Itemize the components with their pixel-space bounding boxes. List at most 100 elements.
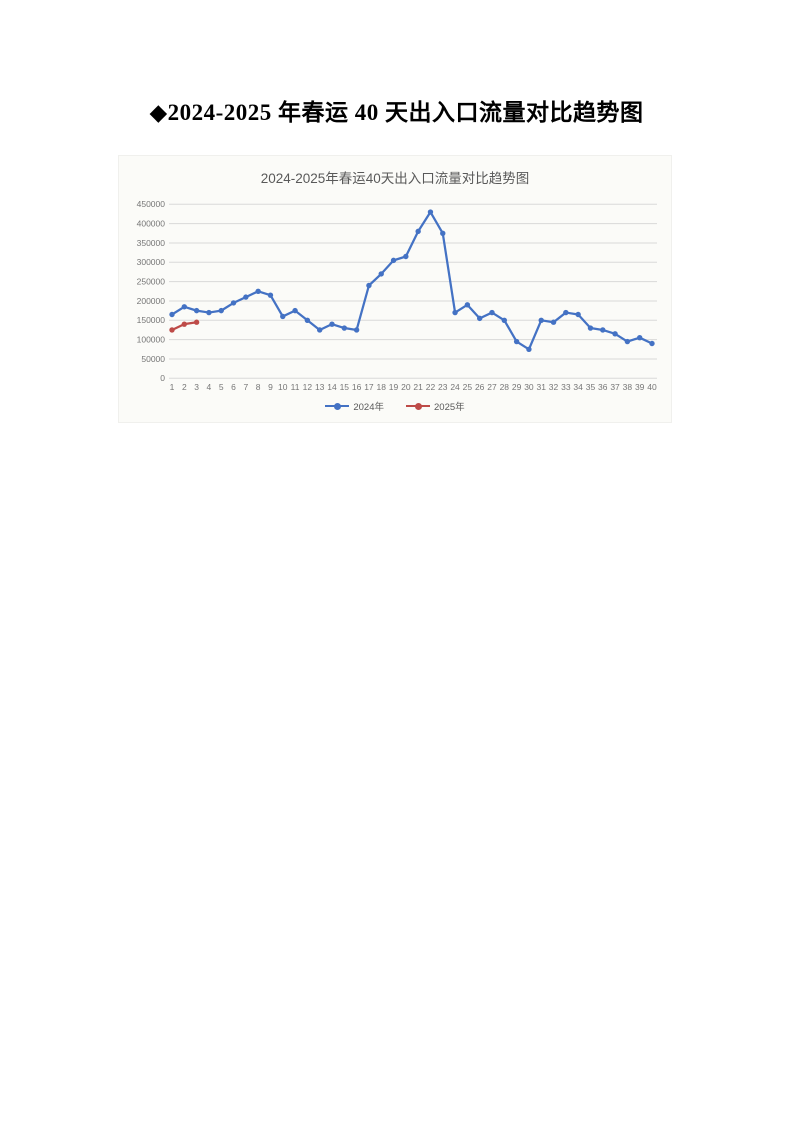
- data-point-marker: [169, 311, 175, 318]
- data-point-marker: [587, 325, 594, 331]
- data-point-marker: [513, 338, 520, 345]
- data-point-marker: [230, 300, 237, 306]
- x-axis-tick-label: 22: [426, 382, 436, 392]
- data-point-marker: [193, 319, 200, 325]
- x-axis-tick-label: 36: [598, 382, 608, 392]
- data-point-marker: [624, 338, 631, 345]
- x-axis-tick-label: 10: [278, 382, 288, 392]
- y-axis-tick-label: 100000: [137, 334, 166, 344]
- x-axis-tick-label: 21: [413, 382, 423, 392]
- data-point-marker: [440, 230, 446, 236]
- x-axis-tick-label: 12: [303, 382, 313, 392]
- data-point-marker: [255, 288, 261, 294]
- data-point-marker: [390, 257, 397, 264]
- data-point-marker: [181, 304, 188, 310]
- x-axis-tick-label: 4: [207, 382, 212, 392]
- x-axis-tick-label: 32: [549, 382, 559, 392]
- y-axis-tick-label: 450000: [137, 199, 166, 209]
- x-axis-tick-label: 14: [327, 382, 337, 392]
- data-point-marker: [538, 317, 544, 323]
- line-marker-icon: [325, 402, 350, 411]
- data-point-marker: [600, 327, 606, 333]
- data-point-marker: [193, 307, 200, 314]
- chart-legend: 2024年 2025年: [119, 399, 671, 413]
- chart-panel[interactable]: 0 50000 100000 150000 200000 250000 300000 3500…: [118, 155, 672, 423]
- data-point-marker: [353, 327, 360, 333]
- data-point-marker: [476, 315, 483, 322]
- y-axis-tick-label: 400000: [137, 218, 166, 228]
- data-point-marker: [636, 335, 643, 341]
- x-axis-tick-label: 23: [438, 382, 448, 392]
- x-axis-tick-label: 28: [500, 382, 510, 392]
- x-axis-tick-label: 1: [170, 382, 175, 392]
- x-axis-tick-label: 9: [268, 382, 273, 392]
- data-point-marker: [501, 317, 508, 323]
- data-point-marker: [316, 327, 323, 333]
- line-marker-icon: [406, 402, 430, 411]
- y-axis-tick-label: 0: [160, 373, 165, 383]
- data-point-marker: [169, 327, 175, 333]
- y-axis-tick-label: 300000: [137, 257, 166, 267]
- y-axis-tick-label: 250000: [137, 276, 166, 286]
- x-axis-tick-label: 39: [635, 382, 645, 392]
- data-point-marker: [292, 307, 298, 314]
- data-point-marker: [550, 319, 557, 325]
- data-point-marker: [243, 294, 249, 300]
- x-axis-tick-label: 19: [389, 382, 399, 392]
- data-point-marker: [464, 302, 471, 308]
- data-point-marker: [378, 271, 384, 277]
- data-point-marker: [563, 309, 569, 316]
- x-axis-tick-label: 29: [512, 382, 522, 392]
- x-axis-tick-label: 33: [561, 382, 571, 392]
- x-axis-tick-label: 37: [610, 382, 620, 392]
- x-axis-tick-label: 18: [376, 382, 386, 392]
- x-axis-tick-label: 3: [194, 382, 199, 392]
- x-axis-tick-label: 31: [536, 382, 546, 392]
- x-axis-tick-label: 2: [182, 382, 187, 392]
- x-axis-tick-label: 40: [647, 382, 657, 392]
- x-axis-tick-label: 17: [364, 382, 374, 392]
- data-point-marker: [366, 282, 372, 289]
- y-axis-tick-label: 150000: [137, 315, 166, 325]
- x-axis-tick-label: 15: [340, 382, 350, 392]
- data-point-marker: [575, 311, 581, 318]
- data-point-marker: [341, 325, 348, 331]
- data-point-marker: [415, 228, 421, 235]
- data-point-marker: [526, 346, 532, 352]
- y-axis-tick-label: 200000: [137, 296, 166, 306]
- document-title: ◆2024-2025 年春运 40 天出入口流量对比趋势图: [149, 100, 644, 125]
- x-axis-tick-label: 20: [401, 382, 411, 392]
- x-axis-tick-label: 26: [475, 382, 485, 392]
- line-chart-canvas: 0 50000 100000 150000 200000 250000 300000 3500…: [137, 199, 657, 392]
- x-axis-tick-label: 11: [291, 382, 300, 392]
- legend-label-2025: 2025年: [434, 402, 465, 413]
- x-axis-tick-label: 25: [463, 382, 473, 392]
- x-axis-tick-label: 35: [586, 382, 596, 392]
- series-line-2024年: [170, 210, 654, 351]
- data-point-marker: [218, 307, 224, 314]
- data-point-marker: [181, 321, 188, 327]
- data-point-marker: [427, 209, 434, 215]
- data-point-marker: [403, 253, 409, 260]
- x-axis-tick-label: 27: [487, 382, 497, 392]
- legend-label-2024: 2024年: [353, 402, 384, 413]
- legend-item-2025: 2025年: [406, 399, 465, 413]
- data-point-marker: [452, 309, 458, 316]
- data-point-marker: [612, 331, 618, 337]
- data-point-marker: [489, 309, 495, 316]
- x-axis-tick-label: 5: [219, 382, 224, 392]
- y-axis-tick-label: 50000: [141, 354, 165, 364]
- x-axis-tick-label: 16: [352, 382, 362, 392]
- x-axis-tick-label: 38: [623, 382, 633, 392]
- data-point-marker: [649, 340, 655, 347]
- x-axis-tick-label: 7: [243, 382, 248, 392]
- data-point-marker: [329, 321, 335, 327]
- data-point-marker: [267, 292, 274, 298]
- x-axis-tick-label: 30: [524, 382, 534, 392]
- x-axis-tick-label: 13: [315, 382, 325, 392]
- x-axis-tick-label: 34: [573, 382, 583, 392]
- x-axis-tick-label: 6: [231, 382, 236, 392]
- y-axis-tick-label: 350000: [137, 238, 166, 248]
- chart-title: 2024-2025年春运40天出入口流量对比趋势图: [260, 171, 530, 186]
